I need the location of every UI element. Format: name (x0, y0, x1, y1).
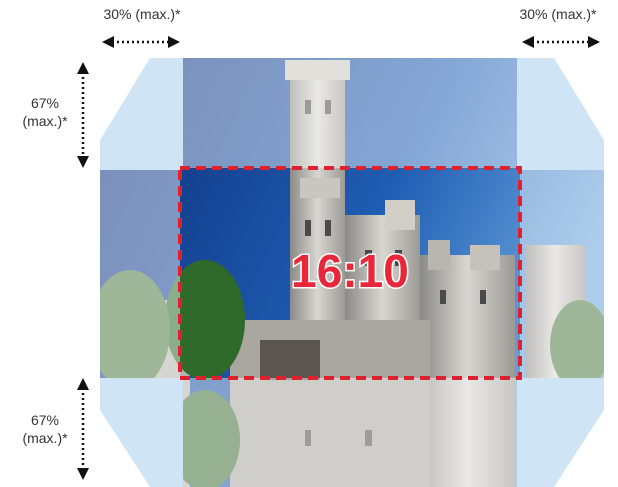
annotation: 30% (max.)* (103, 6, 181, 22)
annotation: 67% (31, 95, 59, 111)
annotation: 67% (31, 412, 59, 428)
diagram: 16:10 30% (max.)* 30% (max.)* 67% (max.)… (0, 0, 618, 487)
aspect-label: 16:10 (291, 245, 409, 297)
annotation: 30% (max.)* (519, 6, 597, 22)
annotation: (max.)* (22, 113, 68, 129)
annotation: (max.)* (22, 430, 68, 446)
